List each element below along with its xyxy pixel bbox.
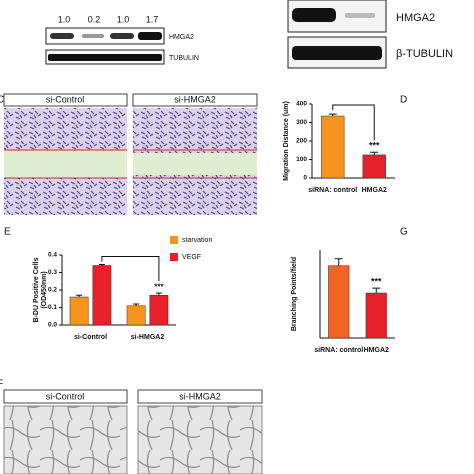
bar xyxy=(126,305,146,326)
y-axis-unit: (OD450nm) xyxy=(41,271,48,308)
wound-edge xyxy=(4,149,257,179)
ratio: 1.0 xyxy=(58,14,71,24)
x-tick-label: siRNA: control xyxy=(314,347,363,354)
significance: *** xyxy=(154,282,164,291)
y-axis-label: Migration Distance (um) xyxy=(283,101,290,181)
error-bar xyxy=(98,263,105,266)
blot-label: β-TUBULIN xyxy=(396,48,453,60)
y-tick-label: 0.4 xyxy=(48,252,57,259)
significance: *** xyxy=(369,141,380,151)
error-bar xyxy=(133,303,140,306)
panel-c: C si-Control si-HMGA2 xyxy=(0,93,258,215)
error-bar xyxy=(372,287,381,294)
header: si-HMGA2 xyxy=(179,391,221,401)
significance: *** xyxy=(371,277,382,287)
y-tick-label: 400 xyxy=(296,101,307,108)
error-bar xyxy=(334,258,343,266)
blot-band xyxy=(292,46,382,60)
x-tick-label: si-HMGA2 xyxy=(131,334,165,341)
panel-label: G xyxy=(400,227,408,238)
bar xyxy=(328,265,350,339)
wound-gap xyxy=(133,153,257,175)
header-box xyxy=(132,93,258,107)
ratio: 0.2 xyxy=(88,14,101,24)
legend-swatch xyxy=(170,253,178,261)
header: si-Control xyxy=(46,391,85,401)
legend-swatch xyxy=(170,236,178,244)
blot-band xyxy=(82,34,104,38)
bar xyxy=(365,292,387,339)
panel-label: E xyxy=(4,227,11,238)
y-tick-label: 100 xyxy=(296,156,307,163)
panel-label: D xyxy=(400,95,407,106)
error-bar xyxy=(155,292,162,296)
blot-band xyxy=(292,8,336,22)
y-tick-label: 300 xyxy=(296,119,307,126)
bar xyxy=(92,265,112,326)
error-bar xyxy=(328,113,337,117)
blot-band xyxy=(138,32,162,40)
y-tick-label: 0.1 xyxy=(48,304,57,311)
legend-label: VEGF xyxy=(182,254,201,261)
panel-label: F xyxy=(0,379,3,390)
legend-label: starvation xyxy=(182,237,212,244)
x-tick-label: HMGA2 xyxy=(364,347,389,354)
bar xyxy=(69,296,89,326)
blot-band xyxy=(50,33,74,39)
header: si-Control xyxy=(46,94,85,104)
bracket xyxy=(101,255,160,282)
micrograph xyxy=(137,405,263,474)
wound-gap xyxy=(4,150,127,178)
y-axis-label: B-DU Positive Cells xyxy=(33,257,40,322)
y-tick-label: 0.3 xyxy=(48,269,57,276)
blot-right: HMGA2 β-TUBULIN xyxy=(287,0,453,69)
bar xyxy=(362,154,386,179)
y-tick-label: 200 xyxy=(296,138,307,145)
bar xyxy=(321,115,345,179)
blot-band xyxy=(110,33,134,39)
bar xyxy=(149,295,169,326)
bracket xyxy=(332,104,375,141)
blot-frame xyxy=(45,27,165,45)
blot-label: HMGA2 xyxy=(396,12,435,24)
x-tick-label: si-Control xyxy=(74,334,107,341)
x-tick-label: HMGA2 xyxy=(362,187,387,194)
header-box xyxy=(137,389,263,404)
blot-band xyxy=(48,54,162,61)
y-tick-label: 0.0 xyxy=(48,322,57,329)
blot-label: HMGA2 xyxy=(169,34,194,41)
x-tick-label: siRNA: control xyxy=(308,187,357,194)
error-bar xyxy=(76,294,83,297)
y-tick-label: 0 xyxy=(303,175,307,182)
ratio: 1.7 xyxy=(146,14,159,24)
panel-f: F si-Control si-HMGA2 xyxy=(0,379,263,474)
y-tick-label: 0.2 xyxy=(48,287,57,294)
blot-band xyxy=(345,13,375,18)
blot-left: 1.0 0.2 1.0 1.7 HMGA2 TUBULIN xyxy=(45,14,199,65)
blot-label: TUBULIN xyxy=(169,55,199,62)
ratio: 1.0 xyxy=(117,14,130,24)
header-box xyxy=(3,389,128,404)
y-axis-label: Branching Points/field xyxy=(291,257,298,331)
micrograph xyxy=(3,405,128,474)
header: si-HMGA2 xyxy=(174,94,216,104)
error-bar xyxy=(370,151,379,155)
header-box xyxy=(3,93,128,107)
panel-label: C xyxy=(0,95,4,106)
